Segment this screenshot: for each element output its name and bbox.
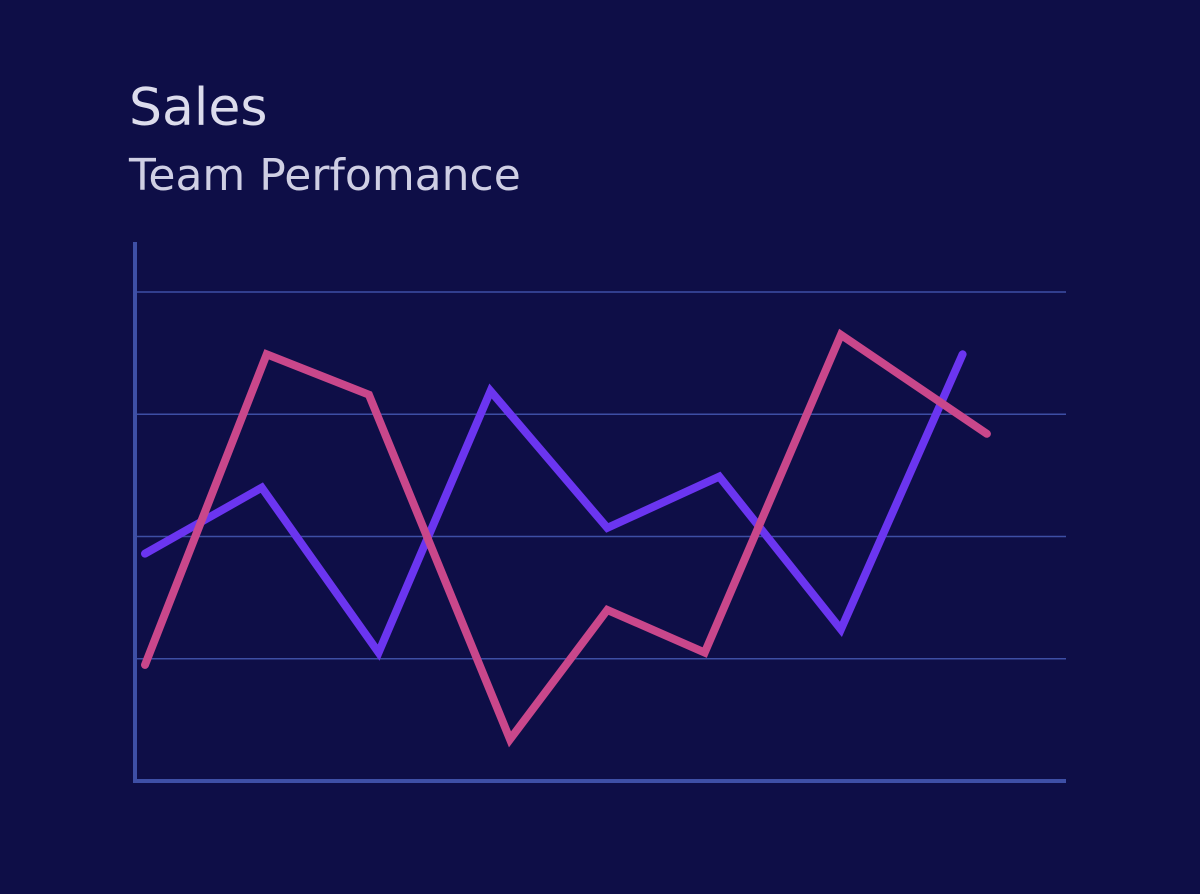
series — [141, 328, 991, 748]
chart-subtitle: Team Perfomance — [129, 150, 521, 201]
series-line-1 — [141, 350, 967, 661]
series-line-2 — [141, 328, 991, 748]
gridlines — [135, 291, 1066, 660]
axes — [133, 242, 1066, 783]
chart-title: Sales — [129, 78, 268, 138]
